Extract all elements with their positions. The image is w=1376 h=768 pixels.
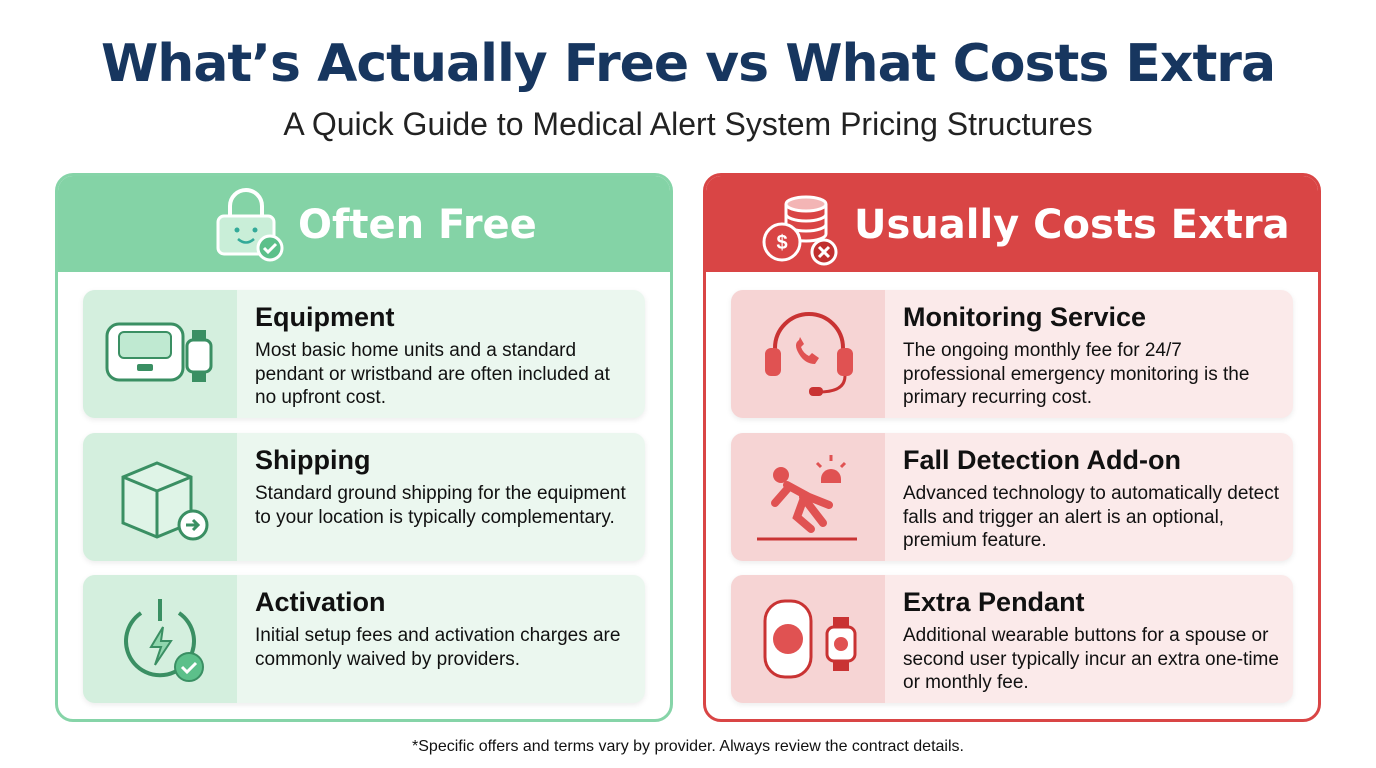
panel-header: $ Usually Costs Extra bbox=[706, 176, 1318, 272]
page-subtitle: A Quick Guide to Medical Alert System Pr… bbox=[283, 106, 1093, 142]
page-title: What’s Actually Free vs What Costs Extra bbox=[100, 34, 1276, 94]
item-title: Equipment bbox=[255, 302, 395, 332]
cost-panel: $ Usually Costs Extra Monitoring Service… bbox=[703, 173, 1321, 722]
item-card: Monitoring Service The ongoing monthly f… bbox=[731, 290, 1293, 418]
item-card: Extra Pendant Additional wearable button… bbox=[731, 575, 1293, 703]
pendant-icon bbox=[763, 599, 857, 679]
item-card: Shipping Standard ground shipping for th… bbox=[83, 433, 645, 561]
item-title: Monitoring Service bbox=[903, 302, 1147, 332]
item-description: Standard ground shipping for the equipme… bbox=[255, 483, 626, 528]
item-title: Extra Pendant bbox=[903, 587, 1085, 617]
device-icon bbox=[105, 322, 213, 382]
box-icon bbox=[121, 461, 209, 541]
panel-header: Often Free bbox=[58, 176, 670, 272]
item-card: Activation Initial setup fees and activa… bbox=[83, 575, 645, 703]
item-title: Fall Detection Add-on bbox=[903, 445, 1181, 475]
panel-title: Usually Costs Extra bbox=[854, 202, 1290, 248]
item-card: Fall Detection Add-on Advanced technolog… bbox=[731, 433, 1293, 561]
headset-icon bbox=[765, 312, 853, 396]
footnote: *Specific offers and terms vary by provi… bbox=[412, 738, 964, 755]
icon-box bbox=[731, 290, 885, 418]
item-description: Additional wearable buttons for a spouse… bbox=[903, 625, 1279, 693]
lock-icon bbox=[216, 188, 284, 262]
item-title: Activation bbox=[255, 587, 386, 617]
item-description: Initial setup fees and activation charge… bbox=[255, 625, 621, 670]
panel-title: Often Free bbox=[298, 202, 537, 248]
coins-icon: $ bbox=[762, 195, 838, 266]
item-description: The ongoing monthly fee for 24/7 profess… bbox=[903, 340, 1250, 408]
fall-icon bbox=[757, 455, 857, 541]
svg-text:$: $ bbox=[776, 232, 787, 254]
item-card: Equipment Most basic home units and a st… bbox=[83, 290, 645, 418]
item-title: Shipping bbox=[255, 445, 371, 475]
item-description: Most basic home units and a standard pen… bbox=[255, 340, 610, 408]
item-description: Advanced technology to automatically det… bbox=[903, 483, 1280, 551]
free-panel: Often Free Equipment Most basic home uni… bbox=[55, 173, 673, 722]
power-icon bbox=[124, 599, 204, 682]
